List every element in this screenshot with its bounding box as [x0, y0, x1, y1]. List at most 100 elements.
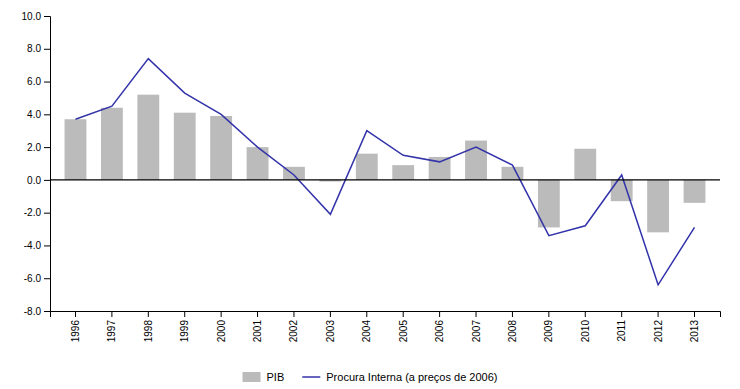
- tick-label: 0.0: [27, 175, 41, 186]
- tick-mark: [621, 311, 622, 317]
- tick-mark: [44, 16, 50, 17]
- tick-label: 2003: [325, 320, 336, 343]
- tick-mark: [44, 245, 50, 246]
- tick-label: 6.0: [27, 76, 41, 87]
- tick-label: 2011: [616, 320, 627, 342]
- tick-mark: [44, 180, 50, 181]
- bar: [174, 113, 196, 180]
- legend-item: Procura Interna (a preços de 2006): [302, 371, 497, 383]
- line: [75, 59, 694, 285]
- tick-mark: [512, 311, 513, 317]
- bar: [684, 180, 706, 203]
- bar: [210, 116, 232, 180]
- tick-label: 2000: [216, 320, 227, 343]
- tick-label: 2006: [434, 320, 445, 343]
- bar: [65, 119, 87, 180]
- axis-line: [51, 312, 721, 318]
- bar: [101, 108, 123, 180]
- bar: [392, 165, 414, 180]
- tick-mark: [476, 311, 477, 317]
- bar: [647, 180, 669, 232]
- bar: [502, 167, 524, 180]
- tick: -2.0: [24, 207, 50, 218]
- tick-mark: [44, 114, 50, 115]
- y-axis: -8.0 -6.0 -4.0 -2.0 0.0 2.0 4.0 6.0 8.0 10.0: [22, 11, 51, 317]
- tick-mark: [293, 311, 294, 317]
- legend-item: PIB: [243, 371, 285, 383]
- tick-mark: [44, 278, 50, 279]
- tick-mark: [257, 311, 258, 317]
- tick: -6.0: [24, 273, 50, 284]
- tick-label: -4.0: [24, 240, 42, 251]
- tick-label: 2007: [471, 320, 482, 343]
- tick-mark: [111, 311, 112, 317]
- tick-label: 2002: [288, 320, 299, 343]
- tick: 2006: [434, 311, 445, 342]
- tick-label: -2.0: [24, 207, 42, 218]
- tick-label: 2004: [361, 320, 372, 343]
- tick: 2007: [471, 311, 482, 342]
- tick-label: 2.0: [27, 142, 41, 153]
- tick-label: 1998: [143, 320, 154, 343]
- tick-label: 2013: [689, 320, 700, 343]
- tick-mark: [75, 311, 76, 317]
- bar-series: [65, 95, 706, 233]
- tick-label: 2005: [398, 320, 409, 343]
- tick-mark: [44, 49, 50, 50]
- tick-label: 2009: [543, 320, 554, 343]
- legend: PIB Procura Interna (a preços de 2006): [243, 371, 498, 383]
- tick-label: 2010: [580, 320, 591, 343]
- marks: [65, 59, 706, 285]
- tick-label: 1997: [106, 320, 117, 343]
- tick: 2002: [288, 311, 299, 342]
- tick: 2010: [580, 311, 591, 342]
- chart: -8.0 -6.0 -4.0 -2.0 0.0 2.0 4.0 6.0 8.0 10.0 1996 1…: [0, 0, 740, 389]
- tick-mark: [658, 311, 659, 317]
- legend-label: PIB: [267, 371, 285, 383]
- tick-mark: [403, 311, 404, 317]
- tick: -4.0: [24, 240, 50, 251]
- tick: 2012: [653, 311, 664, 342]
- tick-mark: [221, 311, 222, 317]
- tick: 0.0: [27, 175, 50, 186]
- tick-label: 1999: [179, 320, 190, 343]
- bar: [137, 95, 159, 180]
- tick-mark: [44, 213, 50, 214]
- tick: 1998: [143, 311, 154, 342]
- tick-label: 2008: [507, 320, 518, 343]
- tick: -8.0: [24, 306, 50, 317]
- tick-mark: [585, 311, 586, 317]
- tick-label: 4.0: [27, 109, 41, 120]
- tick: 8.0: [27, 43, 50, 54]
- tick-label: -6.0: [24, 273, 42, 284]
- tick-label: 10.0: [22, 11, 42, 22]
- tick: 2011: [616, 311, 627, 342]
- tick: 2000: [216, 311, 227, 342]
- x-axis: 1996199719981999200020012002200320042005…: [51, 311, 721, 342]
- tick: 2003: [325, 311, 336, 342]
- tick-label: 1996: [70, 320, 81, 343]
- tick-mark: [44, 82, 50, 83]
- tick: 10.0: [22, 11, 50, 22]
- tick-mark: [330, 311, 331, 317]
- tick-mark: [439, 311, 440, 317]
- tick: 6.0: [27, 76, 50, 87]
- legend-swatch: [243, 372, 261, 382]
- tick-mark: [366, 311, 367, 317]
- tick-mark: [548, 311, 549, 317]
- tick: 2013: [689, 311, 700, 342]
- bar: [574, 149, 596, 180]
- tick-mark: [44, 311, 50, 312]
- tick-mark: [694, 311, 695, 317]
- zero-line: [50, 179, 720, 180]
- tick-mark: [184, 311, 185, 317]
- bar: [356, 154, 378, 180]
- tick-label: -8.0: [24, 306, 42, 317]
- tick: 2009: [543, 311, 554, 342]
- axis-line: [44, 17, 51, 312]
- tick-mark: [148, 311, 149, 317]
- plot: -8.0 -6.0 -4.0 -2.0 0.0 2.0 4.0 6.0 8.0 10.0 1996 1…: [22, 11, 721, 343]
- legend-label: Procura Interna (a preços de 2006): [326, 371, 497, 383]
- legend-swatch: [302, 376, 320, 378]
- tick-label: 2012: [653, 320, 664, 343]
